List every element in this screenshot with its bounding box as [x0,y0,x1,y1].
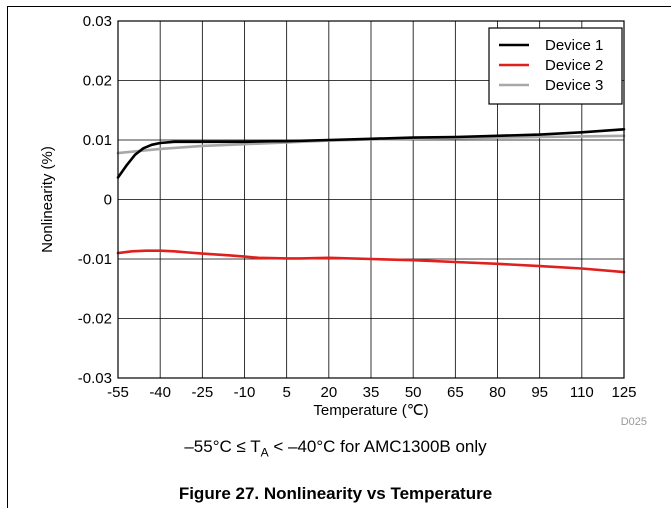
x-tick-label: 110 [570,384,594,401]
temperature-range-note: –55°C ≤ TA < –40°C for AMC1300B only [0,437,671,459]
chart-legend: Device 1 Device 2 Device 3 [488,27,623,105]
chart-series-group [116,128,626,274]
figure-frame-left-border [7,6,8,508]
note-prefix: –55°C ≤ T [184,437,261,456]
legend-label: Device 1 [545,37,603,54]
y-tick-label: -0.02 [78,311,112,328]
nonlinearity-chart: -55 -40 -25 -10 5 20 35 50 65 80 95 110 125 -0.03 -0.0… [39,13,647,428]
x-tick-label: -55 [107,384,129,401]
x-tick-label: -25 [191,384,213,401]
x-tick-label: -10 [234,384,256,401]
x-tick-label: 5 [282,384,290,401]
plot-area-border [117,20,625,379]
x-tick-label: 95 [531,384,548,401]
x-tick-label: 80 [489,384,506,401]
note-suffix: < –40°C for AMC1300B only [268,437,487,456]
series-line-device-2 [116,249,626,274]
y-tick-label: -0.01 [78,251,112,268]
x-tick-label: -40 [149,384,171,401]
y-axis-label: Nonlinearity (%) [39,146,56,253]
figure-id-watermark: D025 [621,416,647,428]
legend-label: Device 2 [545,57,603,74]
x-tick-label: 65 [447,384,464,401]
x-tick-label: 125 [611,384,636,401]
legend-label: Device 3 [545,77,603,94]
figure-caption: Figure 27. Nonlinearity vs Temperature [178,484,493,503]
tick-labels-group: -55 -40 -25 -10 5 20 35 50 65 80 95 110 125 -0.03 -0.0… [78,13,637,401]
x-tick-label: 20 [320,384,337,401]
x-tick-label: 35 [363,384,380,401]
y-tick-label: 0.03 [83,13,112,30]
y-tick-label: 0.01 [83,132,112,149]
y-tick-label: -0.03 [78,370,112,387]
figure-frame-top-border [7,6,671,7]
note-subscript: A [260,445,269,460]
series-line-device-1 [116,128,626,179]
x-axis-label: Temperature (℃) [313,402,428,419]
y-tick-label: 0 [104,192,112,209]
y-tick-label: 0.02 [83,73,112,90]
x-tick-label: 50 [405,384,422,401]
